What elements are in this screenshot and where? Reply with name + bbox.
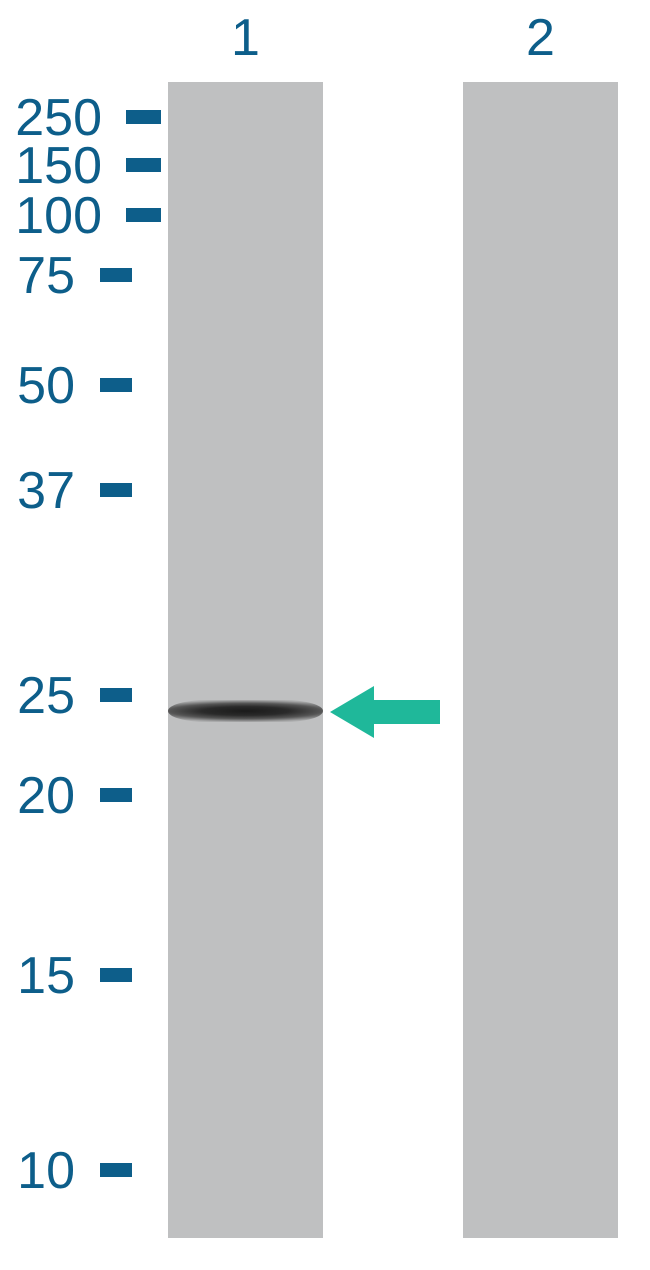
lane-2-label: 2 <box>463 8 618 68</box>
western-blot-figure: 1 2 250 150 100 75 50 37 25 20 15 10 <box>0 0 650 1270</box>
marker-50-dash <box>100 378 132 392</box>
marker-15-dash <box>100 968 132 982</box>
marker-37: 37 <box>0 461 75 521</box>
marker-100: 100 <box>0 186 102 246</box>
marker-50: 50 <box>0 356 75 416</box>
band-indicator-arrow-icon <box>330 680 440 744</box>
marker-15: 15 <box>0 946 75 1006</box>
lane-1-strip <box>168 82 323 1238</box>
lane-2-strip <box>463 82 618 1238</box>
marker-25-dash <box>100 688 132 702</box>
marker-10-dash <box>100 1163 132 1177</box>
lane-1-label: 1 <box>168 8 323 68</box>
marker-10: 10 <box>0 1141 75 1201</box>
marker-150-dash <box>126 158 161 172</box>
marker-75-dash <box>100 268 132 282</box>
protein-band-lane1 <box>168 700 323 722</box>
marker-75: 75 <box>0 246 75 306</box>
marker-250-dash <box>126 110 161 124</box>
marker-20-dash <box>100 788 132 802</box>
marker-100-dash <box>126 208 161 222</box>
marker-25: 25 <box>0 666 75 726</box>
marker-37-dash <box>100 483 132 497</box>
marker-20: 20 <box>0 766 75 826</box>
